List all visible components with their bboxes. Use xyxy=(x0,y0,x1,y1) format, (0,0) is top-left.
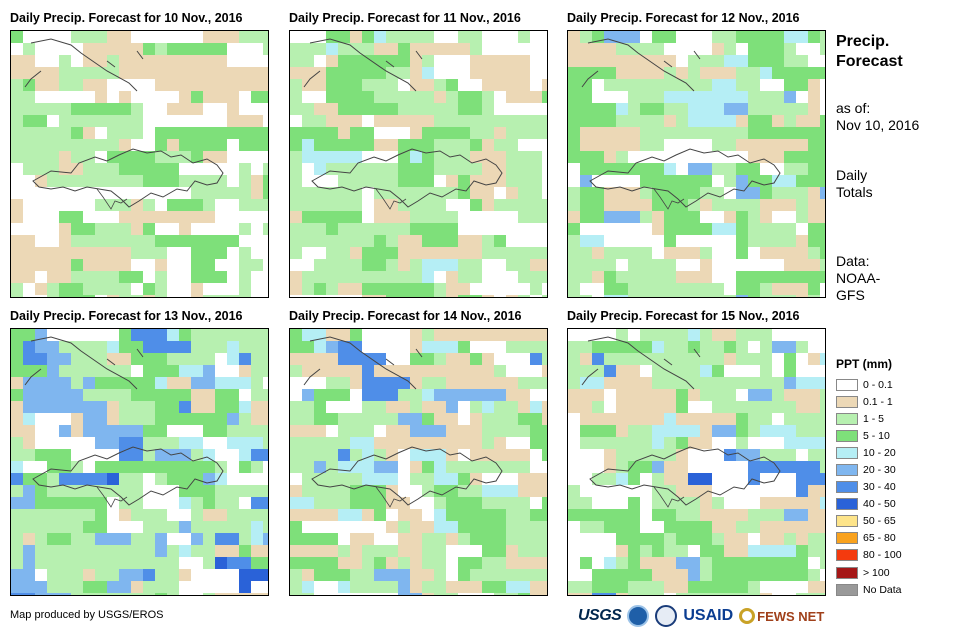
data-source-line1: NOAA- xyxy=(836,270,881,286)
legend-label: 80 - 100 xyxy=(863,549,902,562)
panel-title-3: Daily Precip. Forecast for 12 Nov., 2016 xyxy=(567,11,800,25)
data-source-line2: GFS xyxy=(836,287,865,303)
as-of-block: as of: Nov 10, 2016 xyxy=(836,100,919,134)
as-of-label: as of: xyxy=(836,100,871,116)
panel-title-5: Daily Precip. Forecast for 14 Nov., 2016 xyxy=(289,309,522,323)
legend-swatch xyxy=(836,464,858,477)
legend-label: 10 - 20 xyxy=(863,446,896,459)
legend-label: 40 - 50 xyxy=(863,498,896,511)
legend-item: 80 - 100 xyxy=(836,547,902,564)
precip-grid xyxy=(568,329,825,595)
panel-title-1: Daily Precip. Forecast for 10 Nov., 2016 xyxy=(10,11,243,25)
ppt-legend: PPT (mm) 0 - 0.1 0.1 - 1 1 - 5 5 - 10 10 - 2… xyxy=(836,357,902,598)
legend-swatch xyxy=(836,566,858,579)
precip-grid xyxy=(11,31,268,297)
precip-grid xyxy=(290,329,547,595)
forecast-heading-line1: Precip. xyxy=(836,33,890,50)
legend-swatch xyxy=(836,395,858,408)
legend-rows: 0 - 0.1 0.1 - 1 1 - 5 5 - 10 10 - 20 20 - 30 3… xyxy=(836,376,902,598)
legend-label: 50 - 65 xyxy=(863,515,896,528)
daily-label: Daily xyxy=(836,167,868,183)
fews-net-label: FEWS NET xyxy=(757,608,825,624)
legend-item: No Data xyxy=(836,581,902,598)
legend-label: 5 - 10 xyxy=(863,429,890,442)
usgs-logo: USGS xyxy=(578,607,622,624)
map-credit: Map produced by USGS/EROS xyxy=(10,609,164,621)
forecast-map-1 xyxy=(10,30,269,298)
data-source-block: Data: NOAA- GFS xyxy=(836,253,880,304)
legend-item: 0.1 - 1 xyxy=(836,393,902,410)
legend-swatch xyxy=(836,549,858,562)
legend-swatch xyxy=(836,583,858,596)
precip-grid xyxy=(290,31,547,297)
legend-label: No Data xyxy=(863,583,902,596)
legend-label: 0 - 0.1 xyxy=(863,378,893,391)
data-label: Data: xyxy=(836,253,870,269)
as-of-date: Nov 10, 2016 xyxy=(836,117,920,133)
forecast-map-2 xyxy=(289,30,548,298)
legend-item: 1 - 5 xyxy=(836,410,902,427)
legend-item: 50 - 65 xyxy=(836,513,902,530)
legend-swatch xyxy=(836,532,858,545)
precip-grid xyxy=(11,329,268,595)
forecast-map-5 xyxy=(289,328,548,596)
legend-item: > 100 xyxy=(836,564,902,581)
legend-label: 1 - 5 xyxy=(863,412,885,425)
forecast-map-4 xyxy=(10,328,269,596)
usaid-logo: USAID xyxy=(683,607,734,624)
totals-label: Totals xyxy=(836,184,873,200)
partner-logos: USGS USAID FEWS NET xyxy=(578,602,824,630)
daily-totals-block: Daily Totals xyxy=(836,167,873,201)
legend-item: 20 - 30 xyxy=(836,461,902,478)
usaid-seal-icon xyxy=(655,605,678,627)
forecast-heading: Precip. Forecast xyxy=(836,32,903,72)
legend-label: 20 - 30 xyxy=(863,464,896,477)
legend-item: 5 - 10 xyxy=(836,427,902,444)
legend-swatch xyxy=(836,412,858,425)
legend-item: 10 - 20 xyxy=(836,444,902,461)
legend-item: 40 - 50 xyxy=(836,496,902,513)
legend-label: > 100 xyxy=(863,566,890,579)
panel-title-2: Daily Precip. Forecast for 11 Nov., 2016 xyxy=(289,11,521,25)
legend-swatch xyxy=(836,429,858,442)
legend-label: 30 - 40 xyxy=(863,481,896,494)
legend-label: 0.1 - 1 xyxy=(863,395,893,408)
noaa-logo-icon xyxy=(627,605,650,627)
fews-net-logo: FEWS NET xyxy=(739,608,824,624)
forecast-map-6 xyxy=(567,328,826,596)
legend-title: PPT (mm) xyxy=(836,357,893,371)
forecast-heading-line2: Forecast xyxy=(836,53,903,70)
panel-title-4: Daily Precip. Forecast for 13 Nov., 2016 xyxy=(10,309,243,323)
legend-swatch xyxy=(836,481,858,494)
fews-ring-icon xyxy=(739,608,756,624)
legend-item: 65 - 80 xyxy=(836,530,902,547)
legend-item: 30 - 40 xyxy=(836,479,902,496)
legend-swatch xyxy=(836,378,858,391)
precip-grid xyxy=(568,31,825,297)
forecast-map-3 xyxy=(567,30,826,298)
panel-title-6: Daily Precip. Forecast for 15 Nov., 2016 xyxy=(567,309,800,323)
legend-swatch xyxy=(836,446,858,459)
legend-swatch xyxy=(836,515,858,528)
legend-item: 0 - 0.1 xyxy=(836,376,902,393)
legend-label: 65 - 80 xyxy=(863,532,896,545)
legend-swatch xyxy=(836,498,858,511)
